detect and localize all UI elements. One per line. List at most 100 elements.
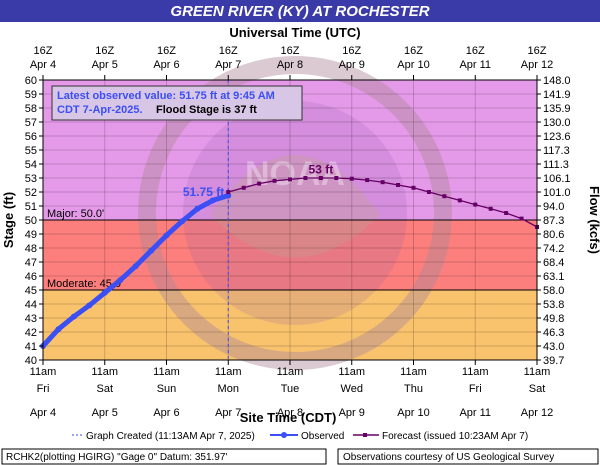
y-tick-label: 58 (25, 103, 37, 115)
x-tick-label: Apr 12 (521, 407, 553, 419)
x-tick-label: Apr 7 (215, 407, 241, 419)
observed-point (148, 247, 155, 254)
forecast-point (365, 178, 370, 183)
top-tick-label: Apr 6 (153, 59, 179, 71)
forecast-crest-label: 53 ft (309, 163, 334, 177)
y-tick-label: 45 (25, 285, 37, 297)
title-bar (0, 0, 600, 22)
forecast-point (504, 211, 509, 215)
x-tick-label: 11am (462, 366, 489, 378)
top-tick-label: 16Z (466, 45, 485, 57)
flow-tick-label: 135.9 (543, 103, 571, 115)
flood-stage-text: Flood Stage is 37 ft (156, 104, 257, 116)
x-tick-label: 11am (524, 366, 551, 378)
flow-tick-label: 148.0 (543, 75, 571, 87)
top-tick-label: 16Z (34, 45, 53, 57)
x-tick-label: 11am (400, 366, 427, 378)
flow-tick-label: 87.3 (543, 215, 564, 227)
forecast-point (380, 180, 385, 185)
legend-graph-created: Graph Created (11:13AM Apr 7, 2025) (86, 431, 255, 442)
x-tick-label: Fri (469, 383, 482, 395)
x-tick-label: Apr 8 (277, 407, 303, 419)
plot-frame (42, 79, 538, 361)
top-tick-label: 16Z (342, 45, 361, 57)
legend-forecast-marker (363, 433, 367, 437)
flow-tick-label: 49.8 (543, 313, 564, 325)
flow-tick-label: 63.1 (543, 271, 564, 283)
top-tick-label: Apr 12 (521, 59, 553, 71)
y-tick-label: 53 (25, 173, 37, 185)
top-tick-label: Apr 8 (277, 59, 303, 71)
x-tick-label: Apr 11 (459, 407, 491, 419)
top-tick-label: Apr 7 (215, 59, 241, 71)
forecast-point (288, 177, 292, 182)
forecast-point (257, 181, 262, 186)
forecast-point (442, 194, 447, 199)
x-tick-label: 11am (153, 366, 180, 378)
x-tick-label: Apr 6 (153, 407, 179, 419)
seal-lettering: NOAA (245, 155, 345, 193)
top-tick-label: Apr 4 (30, 59, 56, 71)
flow-tick-label: 111.3 (543, 159, 569, 171)
forecast-point (488, 206, 493, 211)
top-tick-label: Apr 10 (397, 59, 429, 71)
top-tick-label: 16Z (95, 45, 114, 57)
observed-point (70, 313, 77, 320)
forecast-point (241, 185, 246, 190)
y-tick-label: 41 (25, 341, 37, 353)
forecast-point (272, 178, 277, 183)
x-tick-label: Sat (96, 383, 113, 395)
y-tick-label: 51 (25, 201, 37, 213)
footer-datum: RCHK2(plotting HGIRG) "Gage 0" Datum: 35… (6, 452, 227, 463)
y-tick-label: 47 (25, 257, 37, 269)
observed-point (163, 232, 170, 239)
flow-tick-label: 117.3 (543, 145, 570, 157)
legend: Graph Created (11:13AM Apr 7, 2025) Obse… (72, 431, 528, 442)
forecast-point (334, 176, 339, 180)
legend-forecast: Forecast (issued 10:23AM Apr 7) (382, 431, 528, 442)
y-axis-title: Stage (ft) (1, 192, 16, 248)
flow-tick-label: 141.9 (543, 89, 571, 101)
x-tick-label: 11am (277, 366, 304, 378)
flow-tick-label: 123.6 (543, 131, 571, 143)
x-tick-label: 11am (91, 366, 118, 378)
y-tick-label: 43 (25, 313, 37, 325)
flow-tick-label: 106.1 (543, 173, 571, 185)
top-tick-label: 16Z (281, 45, 300, 57)
forecast-point (473, 202, 478, 207)
latest-observation-box: Latest observed value: 51.75 ft at 9:45 … (51, 85, 303, 121)
y-tick-label: 48 (25, 243, 37, 255)
flow-tick-label: 80.6 (543, 229, 564, 241)
x-tick-label: 11am (30, 366, 57, 378)
flow-tick-label: 101.0 (543, 187, 571, 199)
top-tick-label: 16Z (528, 45, 547, 57)
observed-point (101, 289, 108, 296)
y-tick-label: 54 (25, 159, 37, 171)
legend-observed-marker (281, 432, 287, 438)
flow-tick-label: 46.3 (543, 327, 564, 339)
x-tick-label: Tue (281, 383, 300, 395)
footer-right-box (337, 448, 599, 465)
top-tick-label: 16Z (404, 45, 423, 57)
flow-tick-label: 53.8 (543, 299, 564, 311)
x-tick-label: Apr 5 (92, 407, 118, 419)
band-moderate (43, 290, 537, 360)
top-tick-label: Apr 9 (339, 59, 365, 71)
latest-value-line1: Latest observed value: 51.75 ft at 9:45 … (57, 90, 275, 102)
forecast-point (349, 176, 354, 181)
top-tick-label: 16Z (219, 45, 238, 57)
top-axis-title: Universal Time (UTC) (229, 25, 360, 40)
footer-source: Observations courtesy of US Geological S… (343, 452, 554, 463)
noaa-seal-watermark: NOAA (138, 56, 452, 370)
forecast-point (226, 190, 231, 194)
x-tick-label: Thu (404, 383, 423, 395)
flow-tick-label: 68.4 (543, 257, 564, 269)
x-tick-label: 11am (215, 366, 242, 378)
flow-tick-label: 39.7 (543, 355, 564, 367)
observed-value-label: 51.75 ft (183, 185, 224, 199)
y-tick-label: 55 (25, 145, 37, 157)
observed-point (55, 326, 62, 333)
y-tick-label: 60 (25, 75, 37, 87)
